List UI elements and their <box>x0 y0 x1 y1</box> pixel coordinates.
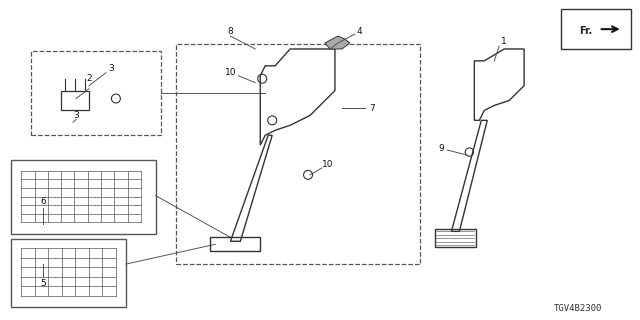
Text: 9: 9 <box>438 144 444 153</box>
Bar <box>561 9 630 49</box>
Bar <box>435 229 476 247</box>
Text: 7: 7 <box>369 104 374 113</box>
Text: 5: 5 <box>40 279 46 288</box>
Text: 1: 1 <box>501 36 507 45</box>
Bar <box>61 91 89 110</box>
Text: 3: 3 <box>108 64 114 73</box>
Text: 10: 10 <box>322 160 333 170</box>
Text: 3: 3 <box>73 111 79 120</box>
Text: TGV4B2300: TGV4B2300 <box>554 304 602 313</box>
Text: 10: 10 <box>225 68 236 77</box>
Text: 6: 6 <box>40 197 46 206</box>
Text: Fr.: Fr. <box>579 26 592 36</box>
Text: 8: 8 <box>227 27 233 36</box>
Bar <box>12 160 156 234</box>
Polygon shape <box>325 36 350 49</box>
Text: 2: 2 <box>86 74 92 83</box>
Bar <box>175 44 420 264</box>
Bar <box>12 239 126 307</box>
Text: 4: 4 <box>357 27 363 36</box>
Bar <box>31 51 161 135</box>
